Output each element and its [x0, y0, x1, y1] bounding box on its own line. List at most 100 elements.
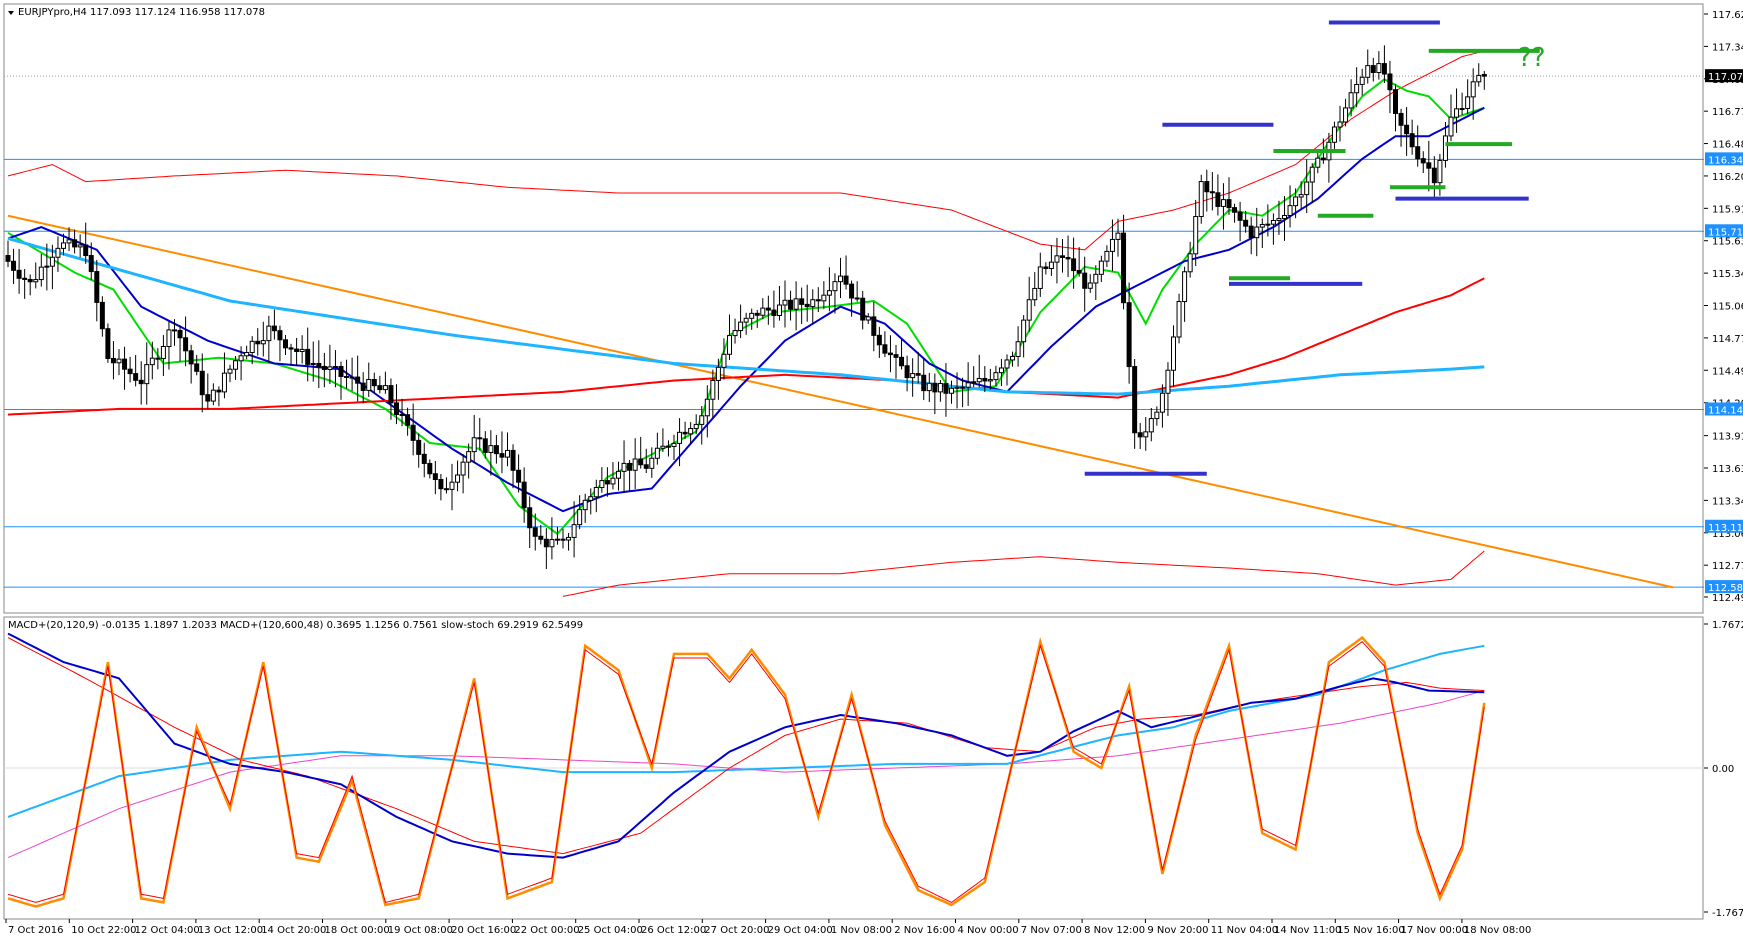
menu-triangle-icon[interactable] — [8, 11, 14, 15]
candle-body — [926, 382, 932, 392]
envelope-upper — [7, 50, 1485, 251]
candle-body — [1198, 181, 1204, 218]
candle-body — [1187, 253, 1193, 273]
candle-body — [604, 480, 610, 485]
candle-body — [155, 357, 161, 360]
candle-body — [1398, 112, 1404, 126]
level-price-label: 113.113 — [1708, 523, 1743, 534]
time-tick-label: 13 Oct 12:00 — [198, 925, 263, 936]
candle-body — [1442, 135, 1448, 161]
candle-body — [77, 244, 83, 248]
candle-body — [355, 376, 361, 384]
candle-body — [216, 389, 222, 393]
candle-body — [1043, 266, 1049, 270]
candle-body — [471, 437, 477, 453]
candle-body — [532, 527, 538, 537]
candle-body — [5, 254, 11, 262]
candle-body — [83, 244, 89, 257]
candle-body — [693, 423, 699, 430]
candle-body — [649, 457, 655, 469]
candle-body — [1237, 211, 1243, 221]
candle-body — [405, 414, 411, 426]
candle-body — [199, 370, 205, 396]
candle-body — [1304, 181, 1310, 196]
candle-body — [616, 470, 621, 479]
candle-body — [654, 447, 660, 459]
candle-body — [33, 279, 39, 283]
candle-body — [1015, 341, 1021, 358]
candle-body — [138, 379, 144, 385]
candle-body — [832, 281, 838, 292]
candle-body — [804, 303, 810, 308]
candle-body — [1254, 226, 1260, 239]
candle-body — [760, 307, 766, 316]
candle-body — [1215, 192, 1221, 207]
candle-body — [538, 535, 544, 540]
candle-body — [1287, 205, 1293, 217]
candle-body — [410, 424, 416, 441]
candle-body — [799, 298, 805, 305]
candle-body — [516, 469, 522, 483]
candle-body — [127, 368, 133, 375]
candle-body — [843, 275, 849, 285]
candle-body — [499, 453, 505, 458]
candle-body — [382, 385, 388, 391]
candle-body — [754, 312, 760, 316]
candle-body — [1032, 287, 1038, 301]
candle-body — [16, 269, 22, 279]
candle-body — [1182, 271, 1188, 303]
candle-body — [554, 538, 560, 541]
candle-body — [1404, 124, 1410, 135]
time-tick-label: 17 Nov 00:00 — [1401, 925, 1468, 936]
candle-body — [560, 538, 566, 541]
level-price-box — [1705, 224, 1743, 238]
candle-body — [1270, 219, 1276, 225]
candle-body — [521, 481, 527, 509]
time-tick-label: 25 Oct 04:00 — [578, 925, 643, 936]
candle-body — [1276, 218, 1282, 221]
time-tick-label: 4 Nov 00:00 — [958, 925, 1019, 936]
main-label: EURJPYpro,H4 117.093 117.124 116.958 117… — [18, 7, 265, 18]
candle-body — [388, 385, 394, 404]
candle-body — [421, 453, 427, 464]
candle-body — [505, 449, 510, 458]
candle-body — [283, 339, 288, 349]
candle-body — [788, 299, 794, 310]
candle-body — [921, 374, 927, 392]
time-tick-label: 8 Nov 12:00 — [1084, 925, 1145, 936]
candle-body — [876, 334, 882, 346]
candle-body — [1010, 356, 1016, 361]
candle-body — [660, 445, 666, 449]
candle-body — [1048, 261, 1054, 270]
candle-body — [527, 507, 533, 529]
time-tick-label: 22 Oct 00:00 — [514, 925, 579, 936]
candle-body — [1076, 270, 1082, 274]
candle-body — [210, 389, 216, 402]
candle-body — [399, 413, 405, 416]
candle-body — [571, 524, 577, 538]
candle-body — [566, 536, 572, 541]
candle-body — [749, 312, 755, 319]
candle-body — [1115, 232, 1121, 240]
candle-body — [915, 373, 921, 376]
candle-body — [976, 377, 982, 383]
price-tick-label: 115.060 — [1712, 302, 1743, 313]
candle-body — [1143, 431, 1149, 438]
candle-body — [1104, 250, 1110, 262]
candle-body — [943, 382, 949, 394]
candle-body — [960, 386, 966, 389]
candle-body — [882, 344, 888, 354]
time-tick-label: 26 Oct 12:00 — [641, 925, 706, 936]
candle-body — [1165, 369, 1171, 394]
candle-body — [327, 366, 333, 370]
candle-body — [205, 394, 211, 402]
macd-slow-line — [7, 644, 1485, 818]
candle-body — [671, 442, 677, 447]
candle-body — [971, 381, 977, 384]
candle-body — [1437, 159, 1443, 184]
candle-body — [94, 271, 100, 303]
candle-body — [1021, 319, 1027, 343]
candle-body — [255, 340, 261, 345]
candle-body — [543, 538, 549, 548]
candle-body — [1087, 282, 1093, 289]
